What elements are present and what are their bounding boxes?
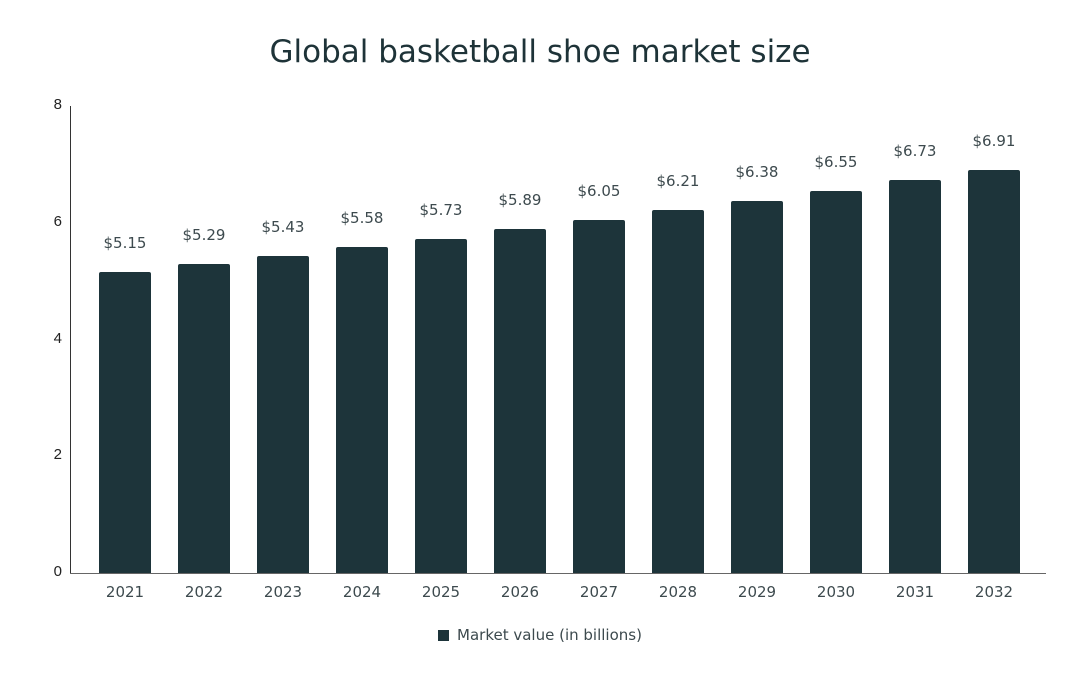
bar <box>968 169 1020 573</box>
bar <box>336 247 388 573</box>
bar <box>889 180 941 573</box>
x-tick-label: 2027 <box>579 583 619 601</box>
bar-value-label: $5.89 <box>498 191 542 210</box>
x-tick-label: 2024 <box>342 583 382 601</box>
bar-value-label: $6.21 <box>656 172 700 191</box>
bar <box>731 200 783 573</box>
x-tick-label: 2025 <box>421 583 461 601</box>
bar-value-label: $5.15 <box>103 234 147 253</box>
legend-label: Market value (in billions) <box>457 626 642 644</box>
bar-value-label: $6.38 <box>735 162 779 181</box>
bar <box>810 190 862 573</box>
bar <box>415 238 467 573</box>
y-tick-label: 0 <box>53 563 62 580</box>
bar-value-label: $5.58 <box>340 209 384 228</box>
y-tick-label: 8 <box>53 96 62 113</box>
x-tick-label: 2026 <box>500 583 540 601</box>
bar <box>494 229 546 573</box>
x-tick-label: 2032 <box>974 583 1014 601</box>
x-tick-label: 2029 <box>737 583 777 601</box>
y-tick-label: 4 <box>53 329 62 347</box>
legend: Market value (in billions) <box>0 626 1080 644</box>
legend-swatch-icon <box>438 629 450 641</box>
x-tick-label: 2023 <box>263 583 303 601</box>
bar <box>178 264 230 573</box>
x-tick-label: 2028 <box>658 583 698 601</box>
y-tick-label: 6 <box>53 212 62 230</box>
chart-title: Global basketball shoe market size <box>269 34 811 70</box>
y-tick-label: 2 <box>53 446 62 464</box>
x-tick-label: 2030 <box>816 583 856 601</box>
bar-value-label: $5.43 <box>261 218 305 237</box>
x-tick-label: 2031 <box>895 583 935 601</box>
x-tick-label: 2022 <box>184 583 224 601</box>
bar <box>652 210 704 573</box>
bar-value-label: $6.91 <box>972 131 1016 150</box>
bar-value-label: $6.55 <box>814 152 858 171</box>
x-tick-label: 2021 <box>105 583 145 601</box>
y-axis-line <box>70 106 71 573</box>
bar-value-label: $5.29 <box>182 226 226 245</box>
bar <box>99 272 151 573</box>
bar-value-label: $5.73 <box>419 200 463 219</box>
bar-value-label: $6.05 <box>577 181 621 200</box>
x-axis-line <box>70 573 1046 574</box>
bar <box>573 219 625 573</box>
bar <box>257 256 309 573</box>
bar-value-label: $6.73 <box>893 142 937 161</box>
